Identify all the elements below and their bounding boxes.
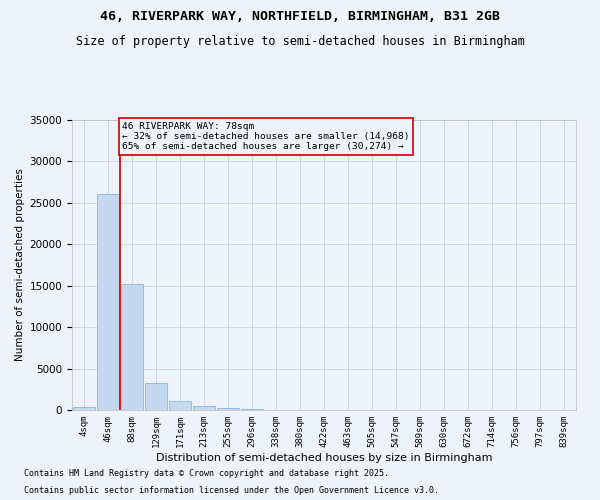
- Bar: [73, 406, 95, 410]
- Bar: [169, 402, 191, 410]
- Text: 46 RIVERPARK WAY: 78sqm
← 32% of semi-detached houses are smaller (14,968)
65% o: 46 RIVERPARK WAY: 78sqm ← 32% of semi-de…: [122, 122, 410, 152]
- Bar: [217, 408, 239, 410]
- Text: Contains public sector information licensed under the Open Government Licence v3: Contains public sector information licen…: [24, 486, 439, 495]
- Bar: [145, 382, 167, 410]
- Bar: [121, 284, 143, 410]
- Bar: [193, 406, 215, 410]
- Bar: [241, 409, 263, 410]
- X-axis label: Distribution of semi-detached houses by size in Birmingham: Distribution of semi-detached houses by …: [156, 452, 492, 462]
- Text: Contains HM Land Registry data © Crown copyright and database right 2025.: Contains HM Land Registry data © Crown c…: [24, 468, 389, 477]
- Y-axis label: Number of semi-detached properties: Number of semi-detached properties: [16, 168, 25, 362]
- Text: Size of property relative to semi-detached houses in Birmingham: Size of property relative to semi-detach…: [76, 35, 524, 48]
- Text: 46, RIVERPARK WAY, NORTHFIELD, BIRMINGHAM, B31 2GB: 46, RIVERPARK WAY, NORTHFIELD, BIRMINGHA…: [100, 10, 500, 23]
- Bar: [97, 194, 119, 410]
